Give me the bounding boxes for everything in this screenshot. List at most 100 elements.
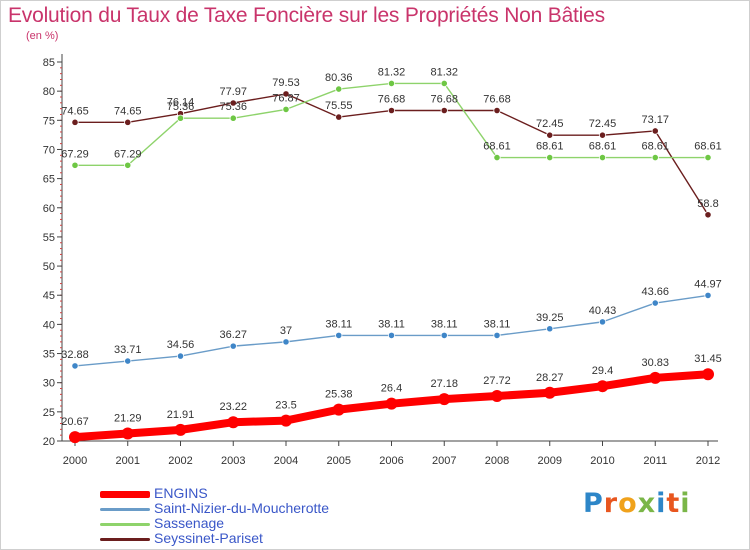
data-point [651,153,659,162]
data-label: 68.61 [483,141,511,153]
data-point [335,85,343,93]
data-point [704,211,712,219]
data-label: 23.22 [219,401,247,413]
logo-letter: t [666,488,681,519]
data-label: 20.67 [61,416,89,428]
x-tick-label: 2010 [590,455,614,467]
x-tick-label: 2004 [274,455,298,467]
data-label: 38.11 [431,318,458,330]
data-point [387,331,396,340]
data-point [282,90,290,98]
legend-label-seyssinet: Seyssinet-Pariset [154,530,263,546]
unit-label: (en %) [26,30,59,42]
data-point [649,371,662,384]
data-label: 76.87 [272,92,300,104]
legend-swatch-saint-nizier [100,508,150,511]
x-tick-label: 2009 [538,455,562,467]
data-point [124,161,132,169]
data-point [229,99,237,107]
x-tick-label: 2000 [63,455,87,467]
data-point [387,79,396,88]
data-label: 31.45 [694,353,722,365]
data-point [176,352,185,360]
data-point [124,357,132,365]
data-label: 34.56 [167,339,195,351]
data-label: 21.29 [114,412,142,424]
data-label: 81.32 [378,66,406,78]
logo-letter: i [680,488,691,519]
data-point [651,299,659,307]
data-point [596,380,609,393]
data-point [335,113,343,121]
data-label: 21.91 [167,409,195,421]
data-point [493,331,501,340]
data-label: 79.53 [272,77,300,89]
x-tick-label: 2001 [116,455,140,467]
data-point [546,153,554,162]
y-tick-label: 35 [43,349,55,361]
data-label: 37 [280,325,292,337]
logo-letter: P [583,488,604,519]
data-label: 77.97 [219,86,247,98]
data-point [227,416,240,429]
data-point [598,131,607,139]
data-label: 74.65 [114,105,142,117]
data-label: 36.27 [219,329,247,341]
legend-swatch-sassenage [100,523,150,526]
data-label: 33.71 [114,344,142,356]
y-tick-label: 70 [43,144,55,156]
logo-letter: r [603,488,619,519]
data-label: 40.43 [589,305,617,317]
data-point [124,118,132,126]
data-label: 29.4 [592,365,613,377]
y-tick-label: 60 [43,203,55,215]
data-point [174,423,187,436]
data-point [546,325,554,333]
y-tick-label: 25 [43,407,55,419]
data-label: 30.83 [641,357,669,369]
data-point [69,431,81,444]
data-label: 72.45 [536,118,564,130]
data-label: 68.61 [589,141,617,153]
data-point [704,291,712,300]
data-point [438,393,451,406]
data-point [704,153,712,162]
data-point [121,427,134,440]
data-label: 81.32 [430,66,458,78]
logo-letter: i [656,488,667,519]
data-label: 28.27 [536,372,564,384]
proxiti-logo: Proxiti [583,488,691,519]
chart-title: Evolution du Taux de Taxe Foncière sur l… [8,4,605,27]
data-point [229,114,237,122]
data-point [543,386,556,399]
x-tick-label: 2008 [485,455,509,467]
y-tick-label: 45 [43,290,55,302]
x-tick-label: 2006 [379,455,403,467]
x-tick-label: 2005 [327,455,351,467]
data-label: 43.66 [641,286,669,298]
x-tick-label: 2012 [696,455,720,467]
legend-swatch-engins [100,491,150,498]
data-label: 26.4 [381,383,402,395]
x-tick-label: 2011 [643,455,667,467]
y-tick-label: 75 [43,115,55,127]
data-point [229,342,237,350]
data-point [493,106,501,115]
y-tick-label: 40 [43,319,55,331]
y-tick-label: 65 [43,174,55,186]
x-tick-label: 2002 [168,455,192,467]
data-point [282,338,290,346]
data-label: 76.68 [483,94,511,106]
data-label: 68.61 [536,141,564,153]
x-tick-label: 2003 [221,455,245,467]
data-label: 68.61 [641,141,669,153]
data-point [598,318,607,326]
data-label: 76.14 [167,97,195,109]
data-label: 67.29 [61,148,89,160]
legend-label-saint-nizier: Saint-Nizier-du-Moucherotte [154,500,330,516]
data-label: 39.25 [536,312,564,324]
data-label: 32.88 [61,349,89,361]
data-label: 80.36 [325,72,353,84]
data-point [71,118,79,126]
